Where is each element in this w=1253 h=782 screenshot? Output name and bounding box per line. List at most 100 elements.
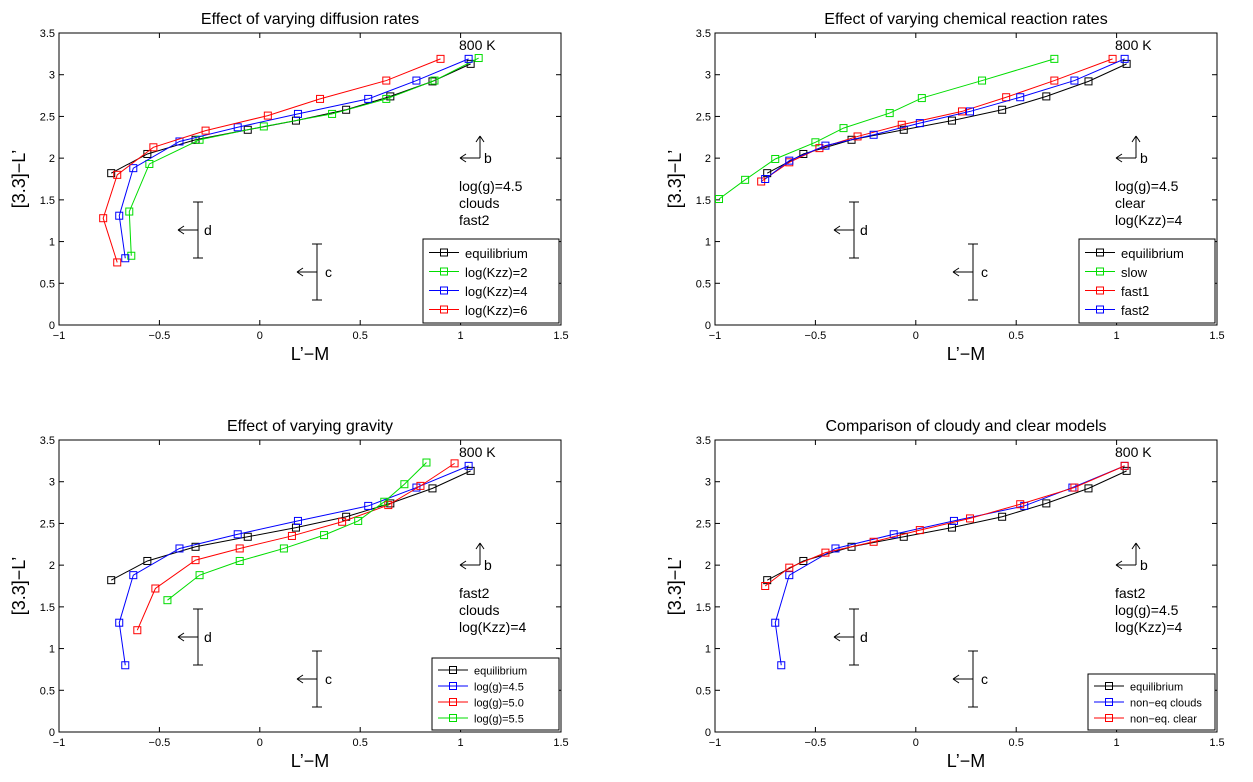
vector-d-label: d bbox=[860, 629, 868, 645]
x-tick-label: 0.5 bbox=[353, 330, 368, 342]
chart-title: Comparison of cloudy and clear models bbox=[825, 418, 1106, 435]
model-info-line: clouds bbox=[459, 602, 499, 618]
series-log(g)=4.5 bbox=[115, 461, 473, 670]
data-point bbox=[1020, 501, 1029, 510]
x-tick-label: 1.5 bbox=[553, 737, 568, 749]
data-point bbox=[263, 111, 272, 120]
x-tick-label: 0.5 bbox=[1009, 737, 1024, 749]
y-tick-label: 2 bbox=[49, 560, 55, 572]
legend-swatch-marker bbox=[1096, 267, 1104, 276]
y-tick-label: 0 bbox=[49, 727, 55, 739]
legend-swatch-marker bbox=[1096, 286, 1104, 295]
y-tick-label: 1 bbox=[49, 237, 55, 249]
reddening-vectors: b d c bbox=[833, 542, 1148, 708]
y-tick-label: 2.5 bbox=[40, 518, 55, 530]
data-point bbox=[121, 661, 130, 670]
vector-d-arrowhead bbox=[177, 632, 185, 642]
data-point bbox=[328, 109, 337, 118]
series-equilibrium bbox=[763, 466, 1131, 585]
data-point bbox=[966, 107, 975, 116]
legend-label: equilibrium bbox=[1130, 682, 1183, 694]
series-line bbox=[118, 465, 469, 666]
y-tick-label: 1.5 bbox=[696, 602, 711, 614]
data-point bbox=[777, 661, 786, 670]
y-tick-label: 2 bbox=[49, 153, 55, 165]
data-point bbox=[998, 105, 1007, 114]
y-tick-label: 3.5 bbox=[40, 435, 55, 447]
data-point bbox=[338, 517, 347, 526]
model-info-line: log(g)=4.5 bbox=[459, 178, 523, 194]
y-tick-label: 0.5 bbox=[40, 278, 55, 290]
series-equilibrium bbox=[763, 59, 1131, 178]
series-line bbox=[764, 58, 1125, 180]
series-fast2 bbox=[761, 54, 1129, 183]
x-tick-label: 0.5 bbox=[353, 737, 368, 749]
data-point bbox=[149, 143, 158, 152]
data-point bbox=[243, 532, 252, 541]
data-point bbox=[815, 144, 824, 153]
series-line bbox=[128, 57, 479, 256]
data-point bbox=[107, 169, 116, 178]
data-point bbox=[1042, 499, 1051, 508]
series-slow bbox=[715, 54, 1059, 204]
x-axis-label: L’−M bbox=[291, 751, 330, 771]
data-point bbox=[354, 516, 363, 525]
y-tick-label: 0 bbox=[49, 320, 55, 332]
y-tick-label: 1.5 bbox=[696, 195, 711, 207]
data-point bbox=[107, 576, 116, 585]
series-log(Kzz)=4 bbox=[115, 54, 473, 263]
data-point bbox=[151, 584, 160, 593]
legend-swatch-marker bbox=[449, 666, 457, 674]
legend-swatch-marker bbox=[1105, 682, 1113, 690]
data-point bbox=[113, 170, 122, 179]
data-point bbox=[1120, 461, 1129, 470]
series-line bbox=[764, 465, 1125, 587]
chart-panel-2: −1 −0.5 0 0.5 1 1.5 0 0.5 1 1.5 2 2.5 3 3.5 Effect of … bbox=[665, 11, 1225, 364]
reddening-vectors: b d c bbox=[177, 542, 492, 708]
data-point bbox=[364, 94, 373, 103]
data-point bbox=[450, 459, 459, 468]
vector-d-label: d bbox=[204, 629, 212, 645]
data-point bbox=[1120, 54, 1129, 63]
vector-c-label: c bbox=[981, 671, 988, 687]
data-point bbox=[757, 177, 766, 186]
legend-label: non−eq clouds bbox=[1130, 698, 1202, 710]
data-point bbox=[99, 214, 108, 223]
vector-b-label: b bbox=[484, 150, 492, 166]
series-log(Kzz)=6 bbox=[99, 54, 445, 267]
legend-label: equilibrium bbox=[465, 246, 528, 261]
series-equilibrium bbox=[107, 466, 475, 585]
data-point bbox=[422, 458, 431, 467]
x-tick-label: −1 bbox=[709, 737, 722, 749]
data-point bbox=[763, 169, 772, 178]
data-point bbox=[1050, 76, 1059, 85]
data-point bbox=[233, 123, 242, 132]
plot-frame bbox=[714, 439, 1218, 733]
y-tick-label: 0 bbox=[705, 727, 711, 739]
model-info-line: fast2 bbox=[459, 212, 490, 228]
data-point bbox=[436, 54, 445, 63]
data-point bbox=[847, 542, 856, 551]
vector-d-label: d bbox=[204, 222, 212, 238]
data-point bbox=[1070, 483, 1079, 492]
vector-b-up-arrowhead bbox=[475, 542, 485, 550]
chart-panel-1: −1 −0.5 0 0.5 1 1.5 0 0.5 1 1.5 2 2.5 3 3.5 Effect of … bbox=[9, 11, 569, 364]
data-point bbox=[1108, 54, 1117, 63]
legend-label: log(Kzz)=2 bbox=[465, 265, 528, 280]
data-point bbox=[1042, 92, 1051, 101]
x-tick-label: 1 bbox=[458, 737, 464, 749]
data-point bbox=[235, 544, 244, 553]
temperature-label: 800 K bbox=[1115, 37, 1152, 53]
data-point bbox=[127, 251, 136, 260]
temperature-label: 800 K bbox=[459, 37, 496, 53]
data-point bbox=[1050, 54, 1059, 63]
x-tick-label: 1 bbox=[1114, 737, 1120, 749]
data-point bbox=[320, 531, 329, 540]
data-point bbox=[400, 480, 409, 489]
series-line bbox=[118, 58, 469, 259]
x-tick-label: 0.5 bbox=[1009, 330, 1024, 342]
data-point bbox=[412, 76, 421, 85]
vector-b-arrowhead bbox=[1115, 560, 1123, 570]
data-point bbox=[966, 514, 975, 523]
model-info-line: fast2 bbox=[459, 585, 490, 601]
